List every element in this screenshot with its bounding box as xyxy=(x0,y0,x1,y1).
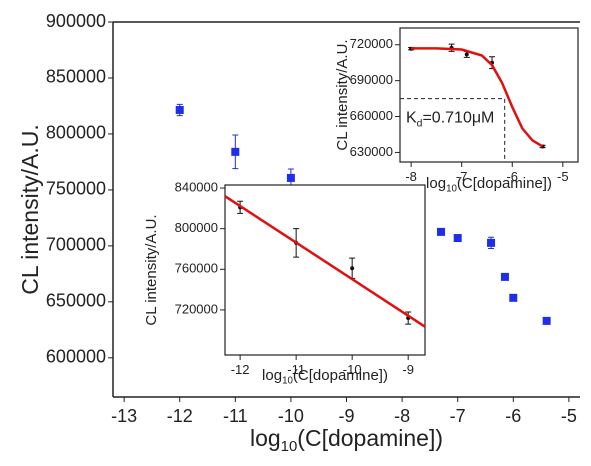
y-tick-label: 660000 xyxy=(350,108,393,123)
x-tick-label: -9 xyxy=(338,406,354,426)
x-axis-label: log10(C[dopamine]) xyxy=(250,425,443,455)
y-tick-label: 800000 xyxy=(46,123,106,143)
data-point xyxy=(487,238,496,247)
y-axis-label: CL intensity/A.U. xyxy=(17,124,43,294)
y-axis-label: CL intensity/A.U. xyxy=(334,39,351,150)
data-point xyxy=(437,227,446,236)
y-tick-label: 600000 xyxy=(46,347,106,367)
x-tick-label: -7 xyxy=(450,406,466,426)
x-tick-label: -12 xyxy=(167,406,193,426)
data-point xyxy=(464,52,469,57)
y-tick-label: 840000 xyxy=(175,179,218,194)
y-tick-label: 760000 xyxy=(175,261,218,276)
annotation-base: K xyxy=(406,110,417,127)
y-tick-label: 800000 xyxy=(175,220,218,235)
x-axis-label-sub: 10 xyxy=(281,438,298,455)
y-tick-label: 690000 xyxy=(350,72,393,87)
fit-line xyxy=(224,195,426,328)
x-tick-label: -5 xyxy=(561,406,577,426)
x-axis-label-base: log xyxy=(262,367,282,384)
data-point xyxy=(500,272,509,281)
x-tick-label: -7 xyxy=(456,169,468,184)
y-tick-label: 900000 xyxy=(46,11,106,31)
y-tick-label: 720000 xyxy=(175,301,218,316)
x-axis-label-base: log xyxy=(426,175,446,192)
annotation: Kd=0.710μM xyxy=(406,110,494,129)
data-point xyxy=(175,105,184,114)
annotation-rest: =0.710μM xyxy=(422,110,494,127)
y-tick-label: 630000 xyxy=(350,144,393,159)
x-tick-label: -10 xyxy=(278,406,304,426)
plot-frame xyxy=(399,27,579,163)
y-tick-label: 750000 xyxy=(46,179,106,199)
data-point xyxy=(286,173,295,182)
x-axis-label: log10(C[dopamine]) xyxy=(262,367,388,386)
x-tick-label: -12 xyxy=(231,362,250,377)
x-axis-label-rest: (C[dopamine]) xyxy=(293,367,388,384)
x-tick-label: -6 xyxy=(506,169,518,184)
data-point xyxy=(542,316,551,325)
x-axis-label-sub: 10 xyxy=(282,375,293,386)
x-tick-label: -8 xyxy=(394,406,410,426)
data-point xyxy=(231,147,240,156)
data-point xyxy=(350,266,355,271)
y-tick-label: 720000 xyxy=(350,36,393,51)
data-point xyxy=(453,234,462,243)
x-tick-label: -11 xyxy=(287,362,305,377)
plot-frame xyxy=(224,184,426,356)
x-axis-label-rest: (C[dopamine]) xyxy=(457,175,552,192)
data-point xyxy=(509,293,518,302)
y-tick-label: 850000 xyxy=(46,67,106,87)
y-tick-label: 700000 xyxy=(46,235,106,255)
x-tick-label: -9 xyxy=(402,362,414,377)
x-tick-label: -13 xyxy=(111,406,137,426)
x-axis-label-base: log xyxy=(250,425,281,451)
x-axis-label: log10(C[dopamine]) xyxy=(426,175,552,194)
x-tick-label: -11 xyxy=(223,406,248,426)
fit-line xyxy=(411,47,544,148)
annotation-sub: d xyxy=(417,118,423,129)
x-axis-label-rest: (C[dopamine]) xyxy=(297,425,443,451)
y-axis-label: CL intensity/A.U. xyxy=(143,214,160,325)
x-tick-label: -6 xyxy=(505,406,521,426)
x-tick-label: -10 xyxy=(343,362,362,377)
y-tick-label: 650000 xyxy=(46,291,106,311)
x-axis-label-sub: 10 xyxy=(446,183,457,194)
x-tick-label: -8 xyxy=(405,169,417,184)
x-tick-label: -5 xyxy=(557,169,569,184)
